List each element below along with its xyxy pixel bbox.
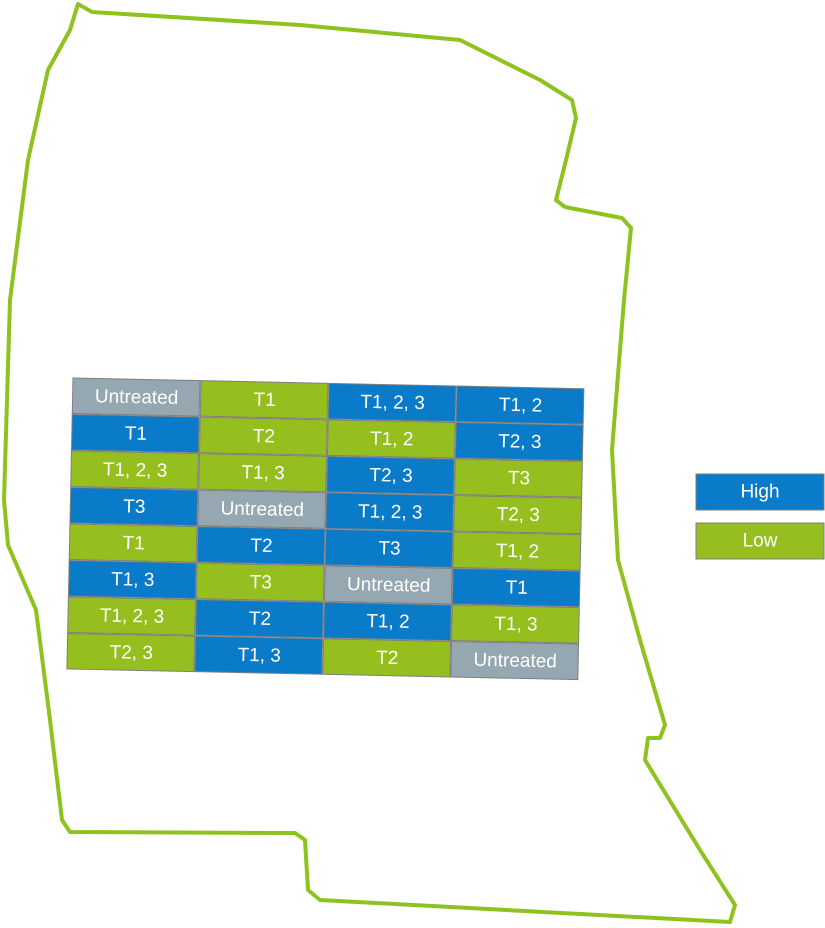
plot [450, 640, 580, 681]
plot-label: T3 [378, 538, 401, 559]
plot [71, 377, 201, 417]
plot [194, 635, 324, 675]
plot-label: T1, 2, 3 [103, 459, 168, 481]
plot [68, 523, 198, 563]
plot-label: T3 [123, 496, 146, 517]
plot [198, 416, 328, 456]
plot [326, 455, 455, 496]
legend-label: High [740, 482, 779, 503]
plot-label: T2 [376, 648, 399, 669]
plot-grid: Untreated T1 T1, 2, 3 T1, 2 T1 T2 T1, 2 T2, 3 T1… [66, 377, 585, 681]
plot-label: T1 [122, 533, 145, 554]
legend-swatch [695, 473, 825, 511]
plot [70, 413, 200, 454]
plot-label: T1, 2, 3 [360, 392, 425, 414]
plot-label: Untreated [347, 574, 431, 597]
plot-label: T2, 3 [498, 431, 542, 453]
plot [196, 526, 326, 566]
legend-swatch [695, 522, 825, 560]
plot [326, 419, 456, 459]
plot-label: T3 [249, 572, 272, 593]
plot [323, 601, 452, 641]
plot-label: T2, 3 [369, 465, 413, 487]
plot [199, 380, 329, 420]
plot [67, 559, 197, 600]
plot-label: T2 [249, 608, 272, 629]
plot-label: T3 [508, 468, 531, 489]
plot-label: T2, 3 [109, 642, 153, 664]
plot [454, 458, 583, 498]
plot [197, 489, 327, 529]
plot [454, 422, 584, 462]
plot-label: Untreated [95, 386, 179, 409]
plot [453, 495, 583, 535]
legend: High Low [695, 473, 825, 560]
plot [198, 453, 327, 493]
plot-label: T2, 3 [496, 504, 540, 526]
plot-label: T1, 2 [496, 541, 540, 563]
plot [327, 382, 457, 423]
plot-label: T1, 3 [494, 614, 538, 636]
plot-label: T1, 3 [241, 462, 285, 484]
plot [67, 596, 196, 636]
plot [195, 599, 324, 639]
legend-label: Low [743, 531, 778, 552]
plot [325, 492, 455, 532]
plot-label: T2 [253, 426, 276, 447]
plot [455, 385, 585, 425]
plot-label: T1 [125, 423, 148, 444]
plot [322, 638, 452, 678]
plot-label: Untreated [473, 650, 557, 673]
plot [324, 528, 454, 568]
plot-label: T1, 3 [237, 645, 281, 667]
plot-label: T1, 3 [111, 569, 155, 591]
plot [452, 531, 582, 571]
plot-label: T1, 2 [370, 428, 414, 450]
plot [451, 567, 581, 608]
plot [69, 486, 199, 527]
plot [195, 562, 325, 602]
plot-label: T1 [505, 577, 528, 598]
plot [323, 565, 453, 605]
field-boundary [2, 2, 737, 924]
plot [70, 450, 199, 490]
plot-label: T1 [253, 390, 276, 411]
plot-label: T1, 2 [499, 395, 543, 417]
plot-label: T1, 2, 3 [358, 501, 423, 523]
plot-label: Untreated [220, 498, 304, 521]
plot [66, 632, 196, 673]
plot-label: T1, 2, 3 [100, 605, 165, 627]
plot-label: T1, 2 [366, 611, 410, 633]
plot-label: T2 [250, 536, 273, 557]
plot [451, 604, 580, 644]
